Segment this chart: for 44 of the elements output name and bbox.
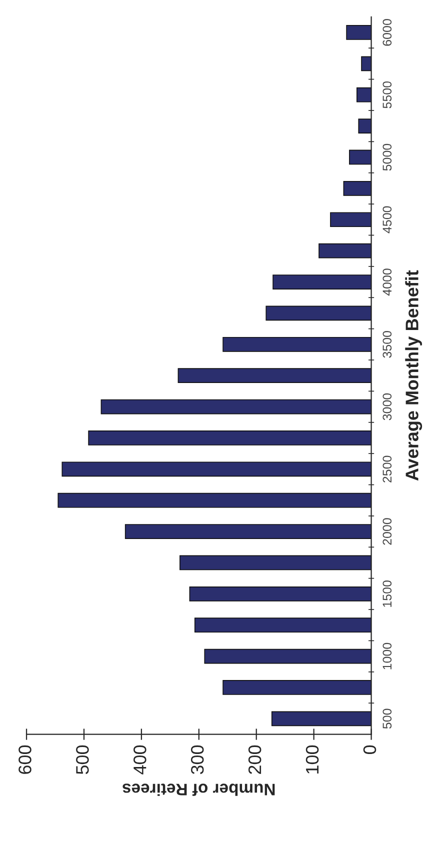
y-tick-label: 5500 — [382, 81, 392, 108]
y-tick-label: 1500 — [382, 580, 392, 607]
bar — [58, 492, 372, 508]
y-tick-label: 3500 — [382, 330, 392, 358]
bar — [343, 180, 372, 196]
x-tick-label: 300 — [190, 745, 204, 774]
y-tick-label: 6000 — [382, 19, 392, 46]
bar — [356, 87, 372, 102]
x-tick-label: 500 — [76, 745, 89, 774]
y-tick-label: 5000 — [382, 144, 392, 171]
bar — [222, 680, 372, 695]
bar — [346, 25, 372, 40]
bar — [178, 368, 372, 384]
bar — [100, 399, 372, 414]
bar — [194, 618, 372, 633]
bar — [358, 118, 372, 134]
bar — [349, 150, 372, 165]
bar — [180, 555, 372, 570]
bar — [62, 462, 372, 477]
bar — [222, 336, 372, 352]
y-axis-title: Average Monthly Benefit — [405, 270, 422, 481]
y-tick-label: 4000 — [382, 268, 392, 296]
y-tick-label: 4500 — [382, 206, 392, 234]
y-tick-label: 500 — [382, 708, 392, 729]
bar — [330, 212, 372, 228]
y-tick-label: 1000 — [382, 642, 392, 670]
x-tick-label: 100 — [306, 745, 319, 774]
bar — [266, 306, 372, 321]
x-tick-label: 200 — [248, 745, 262, 774]
x-tick-label: 400 — [134, 745, 146, 774]
bar — [272, 274, 372, 290]
bar — [271, 711, 372, 726]
bar — [189, 586, 372, 602]
x-tick-label: 0 — [363, 745, 376, 754]
y-tick-label: 3000 — [382, 393, 392, 420]
bar — [204, 648, 372, 664]
bar — [88, 430, 372, 446]
x-axis-title: Number of Retirees — [122, 784, 275, 796]
y-tick-label: 2000 — [382, 518, 392, 545]
y-tick-label: 2500 — [382, 456, 392, 482]
bar — [124, 524, 372, 539]
bar — [361, 56, 372, 72]
bar — [318, 243, 372, 258]
x-tick-label: 600 — [18, 745, 32, 774]
